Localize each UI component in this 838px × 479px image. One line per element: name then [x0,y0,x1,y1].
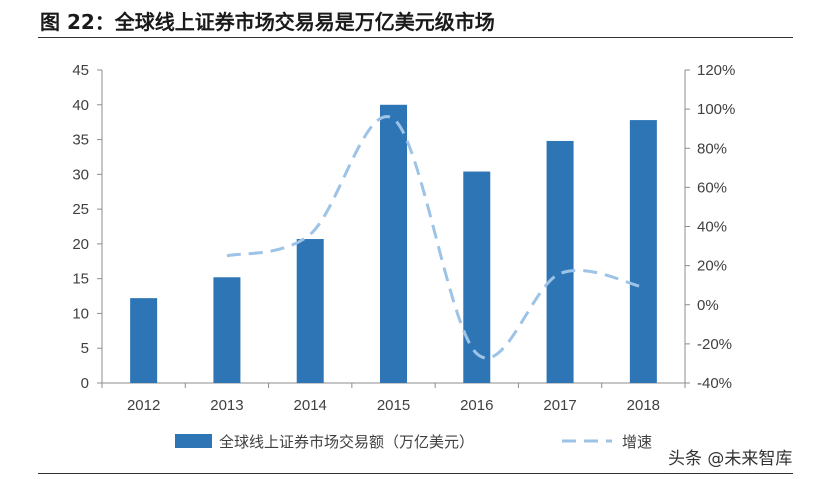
right-tick-label: 120% [697,62,735,79]
right-tick-label: 60% [697,179,727,196]
top-divider [38,37,793,38]
left-tick-label: 30 [72,166,89,183]
bottom-divider [38,473,793,474]
right-tick-label: 80% [697,140,727,157]
left-tick-label: 40 [72,97,89,114]
left-tick-label: 35 [72,132,89,149]
x-tick-label: 2018 [627,397,660,414]
right-tick-label: 0% [697,297,719,314]
legend-bar-swatch [175,434,212,448]
right-tick-label: 100% [697,101,735,118]
right-tick-label: 40% [697,219,727,236]
bar [463,171,491,383]
left-tick-label: 20 [72,236,89,253]
bar [546,140,574,383]
left-tick-label: 0 [81,375,89,392]
x-tick-label: 2012 [127,397,160,414]
right-axis-ticks: -40% -20% 0% 20% 40% 60% 80% 100% 120% [685,62,735,392]
x-tick-label: 2017 [543,397,576,414]
right-tick-label: 20% [697,258,727,275]
x-axis-ticks: 2012 2013 2014 2015 2016 2017 2018 [101,383,686,414]
left-tick-label: 10 [72,305,89,322]
bar [296,239,324,383]
figure-title: 图 22：全球线上证券市场交易易是万亿美元级市场 [40,10,495,34]
legend-line-label: 增速 [622,433,652,451]
x-tick-label: 2016 [460,397,493,414]
watermark: 头条 @未来智库 [668,449,793,469]
x-tick-label: 2015 [377,397,410,414]
growth-line [226,115,644,360]
left-tick-label: 45 [72,62,89,79]
x-tick-label: 2014 [294,397,327,414]
right-tick-label: -40% [697,375,732,392]
legend-bar-label: 全球线上证券市场交易额（万亿美元） [219,433,474,451]
left-tick-label: 5 [81,340,89,357]
x-tick-label: 2013 [210,397,243,414]
bar-series [130,104,657,384]
bar [380,104,407,384]
left-axis-ticks: 0 5 10 15 20 25 30 35 40 45 [72,62,102,392]
left-tick-label: 15 [72,271,89,288]
left-tick-label: 25 [72,201,89,218]
bar [130,298,158,383]
right-tick-label: -20% [697,336,732,353]
legend: 全球线上证券市场交易额（万亿美元） 增速 [175,433,652,451]
bar [629,120,657,383]
line-series [226,115,644,360]
bar [213,277,241,383]
